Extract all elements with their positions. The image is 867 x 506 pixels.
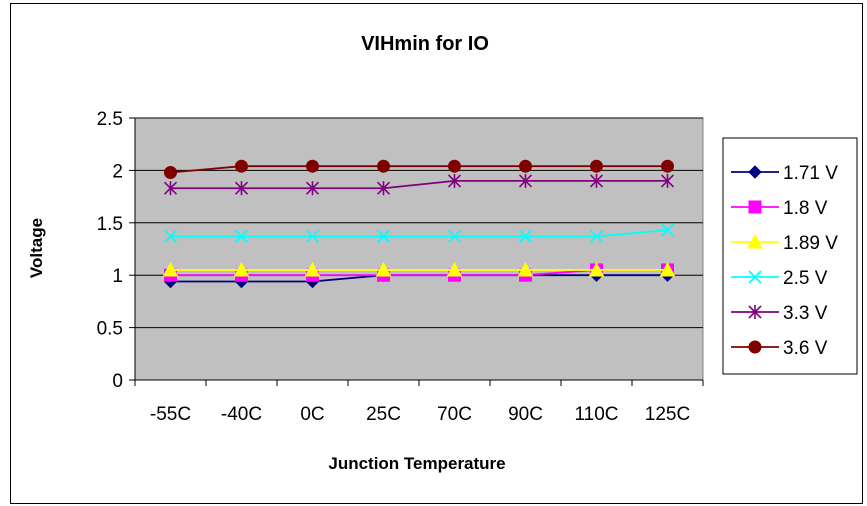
data-point [589, 229, 604, 244]
data-point [447, 229, 462, 244]
data-point [234, 181, 249, 196]
data-point [747, 233, 763, 249]
plot-area [134, 117, 704, 381]
legend-item: 3.6 V [731, 338, 828, 359]
data-point [305, 181, 320, 196]
data-point [748, 305, 762, 319]
y-tick-label: 1 [112, 266, 123, 287]
data-point [447, 173, 462, 188]
axes: 0 0.5 1 1.5 2 2.5 -55C -40C 0C 25C 70C 90C 110C 125C [97, 109, 704, 425]
x-tick-label: 0C [300, 404, 324, 425]
data-point [748, 340, 762, 354]
chart-title: VIHmin for IO [361, 33, 489, 55]
data-point [518, 173, 533, 188]
legend-item: 2.5 V [731, 268, 828, 289]
data-point-stroke [748, 270, 762, 284]
data-point-stroke [305, 229, 320, 244]
data-point-stroke [234, 229, 249, 244]
data-point [304, 261, 321, 277]
data-point [234, 229, 249, 244]
data-point [163, 229, 178, 244]
data-point [376, 181, 391, 196]
data-point [377, 159, 390, 173]
data-point [748, 200, 762, 214]
data-point-stroke [447, 229, 462, 244]
data-point [448, 159, 461, 173]
data-point [235, 159, 248, 173]
legend-item: 3.3 V [731, 303, 828, 324]
series-line [170, 229, 668, 238]
data-point-stroke [376, 229, 391, 244]
data-point [588, 261, 605, 277]
legend-label: 3.3 V [783, 303, 828, 324]
data-point [660, 223, 675, 237]
y-tick-label: 2 [112, 161, 123, 182]
data-point [446, 261, 463, 277]
x-tick-label: 125C [645, 404, 690, 425]
x-tick-label: 25C [366, 404, 401, 425]
data-point [748, 270, 762, 284]
legend-label: 1.71 V [783, 163, 838, 184]
legend-item: 1.8 V [731, 198, 828, 219]
series-1-89-v [162, 261, 676, 277]
data-point [306, 159, 319, 173]
legend-label: 1.8 V [783, 198, 828, 219]
y-tick-label: 0.5 [97, 319, 123, 340]
y-tick-label: 2.5 [97, 109, 123, 130]
series-layer [162, 159, 676, 289]
x-tick-label: -40C [221, 404, 262, 425]
series-line [170, 165, 668, 174]
legend-label: 1.89 V [783, 233, 838, 254]
x-tick-label: 90C [508, 404, 543, 425]
data-point [590, 159, 603, 173]
data-point-stroke [518, 229, 533, 244]
x-axis-title: Junction Temperature [328, 454, 505, 473]
x-tick-label: -55C [150, 404, 191, 425]
legend-item: 1.89 V [731, 233, 838, 254]
series-2-5-v [163, 223, 675, 244]
data-point [163, 181, 178, 196]
series-line [170, 179, 668, 190]
data-point [162, 261, 179, 277]
data-point [589, 173, 604, 188]
data-point [305, 229, 320, 244]
data-point [748, 165, 762, 179]
data-point [519, 159, 532, 173]
data-point [164, 165, 177, 179]
data-point [518, 229, 533, 244]
x-tick-label: 110C [574, 404, 618, 425]
data-point [661, 159, 674, 173]
data-point [375, 261, 392, 277]
y-tick-label: 0 [112, 371, 123, 392]
legend-label: 2.5 V [783, 268, 828, 289]
data-point [517, 261, 534, 277]
data-point [376, 229, 391, 244]
series-3-6-v [164, 159, 674, 179]
legend-item: 1.71 V [731, 163, 838, 184]
data-point-stroke [660, 223, 675, 237]
data-point [660, 173, 675, 188]
y-tick-label: 1.5 [97, 214, 123, 235]
y-axis-title: Voltage [27, 218, 46, 278]
legend-label: 3.6 V [783, 338, 828, 359]
data-point-stroke [589, 229, 604, 244]
data-point [659, 261, 676, 277]
x-tick-label: 70C [437, 404, 472, 425]
legend: 1.71 V 1.8 V 1.89 V 2.5 V 3.3 V 3.6 V [722, 137, 858, 375]
series-3-3-v [163, 173, 675, 196]
data-point [233, 261, 250, 277]
legend-box [722, 137, 858, 375]
data-point-stroke [163, 229, 178, 244]
